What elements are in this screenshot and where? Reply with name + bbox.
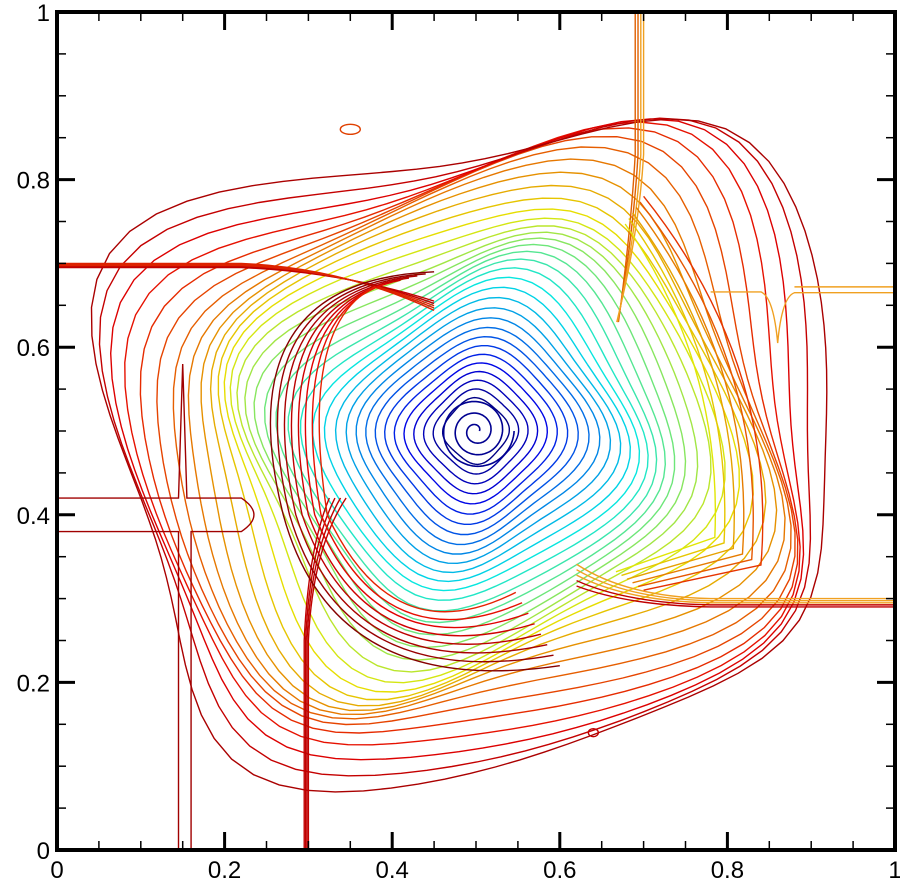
- contour-line: [442, 396, 510, 466]
- contour-line: [432, 388, 520, 475]
- outer-contour: [311, 283, 523, 621]
- contour-line: [90, 118, 828, 793]
- left-shock-cross: [57, 363, 255, 850]
- plot-frame: [55, 10, 897, 852]
- contour-line: [263, 243, 676, 636]
- contour-line: [299, 267, 649, 601]
- contour-line: [200, 171, 778, 712]
- y-tick-label: 0.2: [17, 670, 50, 697]
- contour-line: [98, 117, 812, 777]
- contour-line: [413, 370, 539, 495]
- y-tick-label: 1: [37, 0, 50, 27]
- contour-line: [223, 208, 741, 693]
- right-shock: [710, 291, 895, 344]
- y-tick-label: 0: [37, 838, 50, 865]
- x-tick-label: 0.6: [543, 857, 576, 884]
- slip-line-right: [576, 574, 895, 604]
- outer-contour: [632, 206, 745, 584]
- island-bottom: [587, 727, 600, 738]
- slip-line-bottom: [303, 497, 330, 850]
- contour-line: [172, 146, 792, 720]
- slip-line-bottom: [304, 497, 336, 850]
- contour-line: [217, 197, 754, 701]
- slip-line-right: [576, 563, 895, 600]
- contour-line: [187, 158, 786, 716]
- slip-line-bottom: [307, 497, 347, 850]
- contour-line: [334, 296, 622, 574]
- outer-contour: [615, 223, 717, 573]
- contour-line: [312, 276, 641, 592]
- contour-line: [229, 217, 726, 684]
- contour-line: [323, 286, 632, 583]
- contour-line: [374, 335, 579, 536]
- outer-contour: [637, 201, 754, 588]
- outer-contour: [283, 275, 548, 654]
- contour-line: [253, 237, 687, 649]
- outer-contour: [621, 218, 726, 577]
- slip-line-left: [57, 266, 435, 302]
- vortex-core-spiral: [442, 400, 515, 468]
- contour-line: [365, 326, 590, 546]
- contour-line: [422, 379, 529, 485]
- slip-line-right: [576, 579, 895, 606]
- outer-contour: [643, 195, 764, 591]
- contour-lines: [57, 12, 895, 850]
- x-tick-label: 0.8: [711, 857, 744, 884]
- x-tick-label: 1: [888, 857, 900, 884]
- contour-line: [156, 135, 796, 726]
- x-tick-label: 0: [50, 857, 63, 884]
- contour-line: [403, 362, 549, 505]
- contour-line: [355, 317, 601, 555]
- outer-contour: [626, 212, 735, 580]
- contour-line: [109, 118, 805, 761]
- slip-line-left: [57, 262, 435, 311]
- outer-contour: [304, 281, 529, 629]
- slip-line-right: [576, 585, 895, 608]
- y-tick-label: 0.6: [17, 335, 50, 362]
- island-top: [339, 123, 361, 136]
- contour-line: [345, 307, 612, 565]
- contour-line: [393, 353, 558, 515]
- outer-contour: [276, 273, 554, 663]
- y-tick-label: 0.4: [17, 503, 50, 530]
- outer-contour: [269, 271, 560, 672]
- x-tick-label: 0.2: [208, 857, 241, 884]
- outer-contour: [290, 277, 542, 645]
- x-tick-label: 0.4: [376, 857, 409, 884]
- contour-line: [209, 184, 767, 707]
- left-shock: [57, 530, 180, 850]
- contour-line: [139, 127, 799, 734]
- y-tick-label: 0.8: [17, 168, 50, 195]
- contour-line: [236, 225, 712, 673]
- outer-contour: [297, 279, 535, 637]
- outer-contour: [318, 285, 517, 613]
- contour-line: [383, 345, 569, 525]
- slip-line-right: [576, 569, 895, 602]
